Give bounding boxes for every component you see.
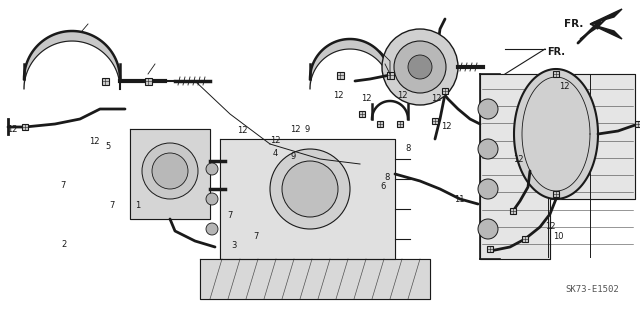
Text: 12: 12 <box>545 222 556 231</box>
Text: SK73-E1502: SK73-E1502 <box>565 285 619 293</box>
Polygon shape <box>580 19 606 39</box>
Text: 12: 12 <box>442 122 452 130</box>
Text: 12: 12 <box>270 136 280 145</box>
Bar <box>522 236 528 242</box>
Bar <box>145 78 152 85</box>
Polygon shape <box>24 31 120 89</box>
Text: 9: 9 <box>305 125 310 134</box>
Circle shape <box>282 161 338 217</box>
Text: 10: 10 <box>553 232 563 241</box>
Text: 8: 8 <box>385 173 390 182</box>
Text: 12: 12 <box>333 91 343 100</box>
Text: 7: 7 <box>228 211 233 220</box>
Circle shape <box>478 219 498 239</box>
Text: 3: 3 <box>231 241 236 250</box>
Bar <box>432 118 438 124</box>
Text: FR.: FR. <box>547 47 565 57</box>
Bar <box>387 71 394 78</box>
Bar <box>397 121 403 127</box>
Polygon shape <box>590 24 622 39</box>
Text: 7: 7 <box>60 181 65 189</box>
Circle shape <box>478 99 498 119</box>
Text: 7: 7 <box>109 201 115 210</box>
Circle shape <box>478 179 498 199</box>
Circle shape <box>206 163 218 175</box>
Text: 12: 12 <box>237 126 247 135</box>
Bar <box>337 71 344 78</box>
Circle shape <box>152 153 188 189</box>
Polygon shape <box>514 69 598 199</box>
Text: 12: 12 <box>291 125 301 134</box>
Polygon shape <box>480 74 635 259</box>
Bar <box>377 121 383 127</box>
Circle shape <box>142 143 198 199</box>
Text: 4: 4 <box>273 149 278 158</box>
Circle shape <box>382 29 458 105</box>
Text: 12: 12 <box>90 137 100 146</box>
Text: 9: 9 <box>291 152 296 161</box>
Text: FR.: FR. <box>564 19 583 29</box>
Bar <box>442 88 448 94</box>
Circle shape <box>408 55 432 79</box>
Bar <box>553 71 559 77</box>
Text: 12: 12 <box>513 155 524 164</box>
Text: 11: 11 <box>454 195 465 204</box>
Text: 12: 12 <box>8 125 18 134</box>
Text: 12: 12 <box>431 94 442 103</box>
Bar <box>510 208 516 214</box>
Circle shape <box>206 223 218 235</box>
Circle shape <box>394 41 446 93</box>
Text: 6: 6 <box>380 182 385 191</box>
Text: 12: 12 <box>397 91 407 100</box>
Text: 12: 12 <box>361 94 371 103</box>
Circle shape <box>206 193 218 205</box>
Circle shape <box>270 149 350 229</box>
Text: 5: 5 <box>105 142 110 151</box>
Polygon shape <box>220 139 395 259</box>
Polygon shape <box>590 9 622 24</box>
Text: 2: 2 <box>61 240 67 249</box>
Polygon shape <box>130 129 210 219</box>
Circle shape <box>478 139 498 159</box>
Text: 8: 8 <box>406 144 411 153</box>
Bar <box>487 246 493 252</box>
Polygon shape <box>200 259 430 299</box>
Bar <box>635 121 640 127</box>
Bar <box>359 111 365 117</box>
Polygon shape <box>310 39 390 89</box>
Bar <box>553 191 559 197</box>
Text: 7: 7 <box>253 232 259 241</box>
Text: 1: 1 <box>135 201 140 210</box>
Bar <box>102 78 109 85</box>
Bar <box>22 124 28 130</box>
Text: 12: 12 <box>559 82 570 91</box>
